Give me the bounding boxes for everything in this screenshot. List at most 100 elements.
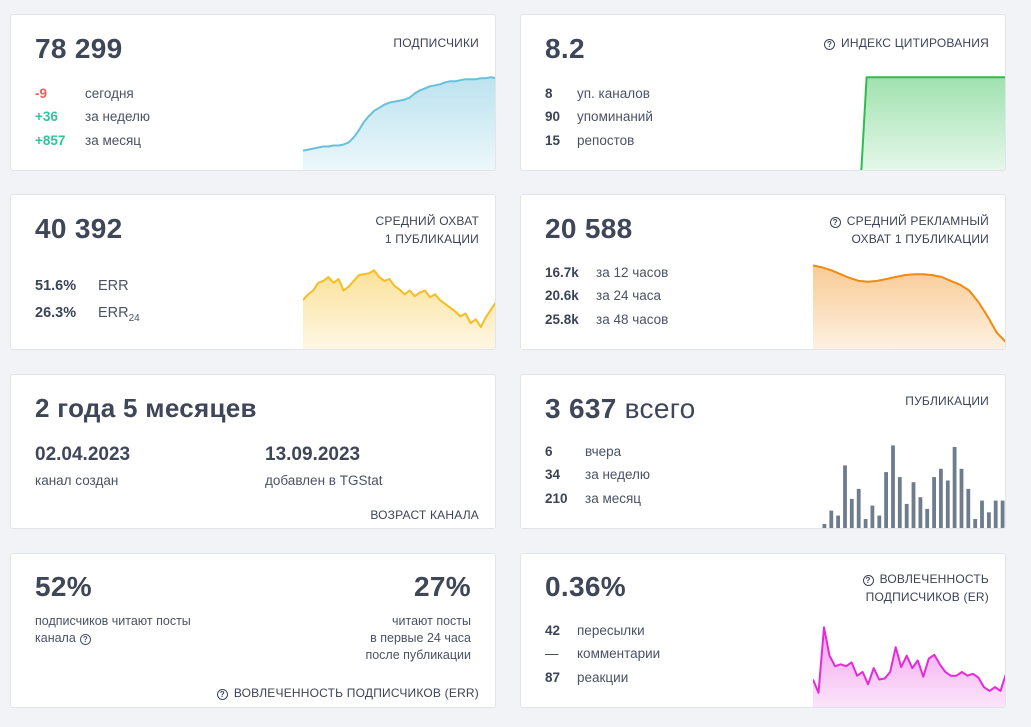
help-icon[interactable]: ? <box>829 217 841 228</box>
engagement-left-value: 52% <box>35 571 92 602</box>
chart-line <box>303 76 495 152</box>
chart-bar <box>987 512 991 528</box>
chart-bar <box>897 477 902 528</box>
chart-bar <box>884 472 888 528</box>
reach-err24-label: ERR <box>98 305 129 321</box>
channel-age-value: 2 года 5 месяцев <box>35 393 257 423</box>
chart-bar <box>973 519 978 528</box>
er-chart <box>813 626 1005 707</box>
er-forwards-value: 42 <box>545 623 561 638</box>
chart-bar <box>925 508 930 528</box>
citation-channels-value: 8 <box>545 86 553 101</box>
chart-area <box>303 77 495 170</box>
chart-bar <box>952 447 957 528</box>
ad-reach-label: ? СРЕДНИЙ РЕКЛАМНЫЙ ОХВАТ 1 ПУБЛИКАЦИИ <box>829 212 989 248</box>
subscribers-today-value: -9 <box>35 86 48 101</box>
engagement-right-text-line2: в первые 24 часа <box>370 631 471 645</box>
posts-chart <box>822 445 1005 528</box>
er-label-line2: ПОДПИСЧИКОВ (ER) <box>865 590 989 604</box>
engagement-left-text-line1: подписчиков читают посты <box>35 614 191 628</box>
chart-bar <box>877 515 882 528</box>
chart-bar <box>843 465 847 528</box>
help-icon[interactable]: ? <box>79 634 91 645</box>
age-card[interactable]: 2 года 5 месяцев 02.04.2023 канал создан… <box>10 374 496 529</box>
er-reactions-value: 87 <box>545 670 561 685</box>
er-forwards-text: пересылки <box>577 623 645 638</box>
ad-reach-chart <box>813 264 1005 349</box>
citation-card[interactable]: 8.2 ? ИНДЕКС ЦИТИРОВАНИЯ 8 уп. каналов 90… <box>520 14 1006 171</box>
posts-month-value: 210 <box>545 491 568 506</box>
help-icon[interactable]: ? <box>824 39 836 50</box>
posts-week-text: за неделю <box>585 467 651 482</box>
engagement-label-text: ВОВЛЕЧЕННОСТЬ ПОДПИСЧИКОВ (ERR) <box>233 686 479 700</box>
chart-area <box>303 270 495 349</box>
chart-line <box>813 264 1005 343</box>
chart-bar <box>918 497 923 528</box>
posts-yesterday-text: вчера <box>585 444 622 459</box>
reach-err-text: ERR <box>98 278 129 294</box>
ad-reach-card[interactable]: 20 588 ? СРЕДНИЙ РЕКЛАМНЫЙ ОХВАТ 1 ПУБЛИК… <box>520 194 1006 350</box>
ad-reach-24h-value: 20.6k <box>545 288 579 303</box>
reach-chart <box>303 269 495 349</box>
citation-mentions-text: упоминаний <box>577 109 653 124</box>
chart-bar <box>959 468 964 528</box>
age-label: ВОЗРАСТ КАНАЛА <box>370 508 479 522</box>
citation-reposts-value: 15 <box>545 133 561 148</box>
added-text: добавлен в TGStat <box>265 473 383 488</box>
chart-bar <box>1000 500 1005 528</box>
created-text: канал создан <box>35 473 119 488</box>
posts-total: 3 637 всего <box>545 393 695 425</box>
er-label-line1: ? ВОВЛЕЧЕННОСТЬ <box>862 570 989 588</box>
chart-line <box>813 76 1005 170</box>
engagement-label: ? ВОВЛЕЧЕННОСТЬ ПОДПИСЧИКОВ (ERR) <box>216 684 479 702</box>
subscribers-label: ПОДПИСЧИКИ <box>393 36 479 50</box>
chart-bar <box>904 503 909 528</box>
reach-err-value: 51.6% <box>35 278 77 294</box>
ad-reach-label-line1-text: СРЕДНИЙ РЕКЛАМНЫЙ <box>846 214 989 228</box>
er-value: 0.36% <box>545 571 626 602</box>
ad-reach-12h-text: за 12 часов <box>596 265 669 280</box>
subscribers-card[interactable]: 78 299 ПОДПИСЧИКИ -9 сегодня +36 за неде… <box>10 14 496 171</box>
citation-index-value: 8.2 <box>545 33 585 64</box>
ad-reach-48h-value: 25.8k <box>545 312 579 327</box>
engagement-left-text-line2-text: канала <box>35 631 76 645</box>
reach-label-line1: СРЕДНИЙ ОХВАТ <box>375 214 479 228</box>
posts-label: ПУБЛИКАЦИИ <box>905 394 989 408</box>
chart-bar <box>856 488 861 528</box>
engagement-left-text-line2: канала? <box>35 630 191 647</box>
er-card[interactable]: 0.36% ? ВОВЛЕЧЕННОСТЬ ПОДПИСЧИКОВ (ER) 42… <box>520 553 1006 708</box>
chart-bar <box>932 477 936 528</box>
subscribers-today-text: сегодня <box>85 86 134 101</box>
chart-area <box>813 265 1005 349</box>
help-icon[interactable]: ? <box>862 575 874 586</box>
chart-bar <box>945 480 950 528</box>
ad-reach-24h-text: за 24 часа <box>596 288 662 303</box>
chart-bar <box>993 500 998 528</box>
subscribers-count: 78 299 <box>35 33 123 64</box>
posts-total-value: 3 637 <box>545 393 617 424</box>
ad-reach-12h-value: 16.7k <box>545 265 579 280</box>
chart-bar <box>980 500 984 528</box>
citation-reposts-text: репостов <box>577 133 635 148</box>
reach-label: СРЕДНИЙ ОХВАТ 1 ПУБЛИКАЦИИ <box>376 212 479 248</box>
posts-card[interactable]: 3 637 всего ПУБЛИКАЦИИ 6 вчера 34 за нед… <box>520 374 1006 529</box>
reach-card[interactable]: 40 392 СРЕДНИЙ ОХВАТ 1 ПУБЛИКАЦИИ 51.6% … <box>10 194 496 350</box>
posts-month-text: за месяц <box>585 491 642 506</box>
posts-yesterday-value: 6 <box>545 444 553 459</box>
reach-err24-sub: 24 <box>128 312 140 324</box>
engagement-left-text: подписчиков читают посты канала? <box>35 613 191 647</box>
citation-label-text: ИНДЕКС ЦИТИРОВАНИЯ <box>841 36 989 50</box>
chart-line <box>813 626 1005 694</box>
subscribers-month-text: за месяц <box>85 133 142 148</box>
help-icon[interactable]: ? <box>216 689 228 700</box>
citation-label: ? ИНДЕКС ЦИТИРОВАНИЯ <box>824 34 989 52</box>
ad-reach-48h-text: за 48 часов <box>596 312 669 327</box>
engagement-right-text-line3: после публикации <box>365 648 471 662</box>
chart-bar <box>939 468 943 528</box>
ad-reach-label-line2: ОХВАТ 1 ПУБЛИКАЦИИ <box>851 232 989 246</box>
engagement-right-text-line1: читают посты <box>391 614 471 628</box>
engagement-card[interactable]: 52% подписчиков читают посты канала? 27%… <box>10 553 496 708</box>
chart-bar <box>911 482 916 528</box>
subscribers-week-text: за неделю <box>85 109 151 124</box>
er-comments-text: комментарии <box>577 646 661 661</box>
